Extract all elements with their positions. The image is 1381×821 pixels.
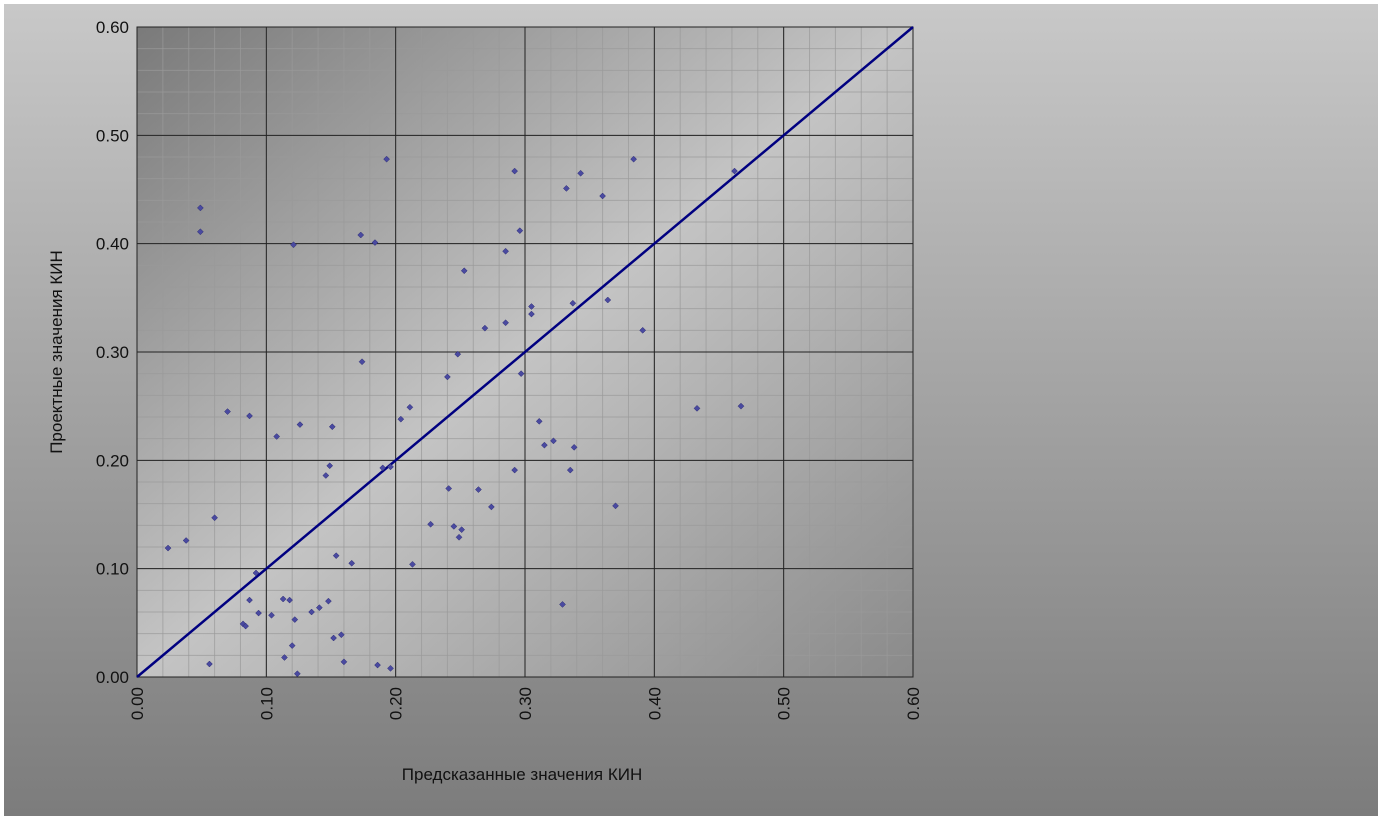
point — [460, 267, 468, 275]
point — [357, 231, 365, 239]
point — [337, 631, 345, 639]
point — [330, 634, 337, 642]
point — [511, 466, 519, 474]
point — [379, 464, 387, 472]
point — [639, 326, 647, 334]
y-tick-label: 0.00 — [96, 668, 129, 687]
point — [541, 441, 548, 449]
point — [326, 462, 334, 470]
point — [535, 417, 543, 425]
point — [737, 402, 745, 410]
point — [397, 415, 405, 423]
point — [550, 437, 557, 445]
point — [427, 520, 434, 528]
point — [570, 443, 578, 451]
point — [454, 350, 462, 358]
point — [288, 642, 296, 649]
point — [286, 596, 293, 604]
point — [316, 604, 323, 612]
point — [528, 303, 535, 310]
point — [517, 370, 525, 378]
x-axis-title: Предсказанные значения КИН — [402, 765, 642, 784]
point — [211, 514, 218, 522]
x-tick-label: 0.40 — [645, 687, 664, 720]
y-tick-label: 0.20 — [96, 451, 129, 470]
y-tick-label: 0.10 — [96, 560, 129, 579]
point — [475, 486, 482, 493]
point — [281, 654, 288, 661]
x-tick-label: 0.20 — [387, 687, 406, 720]
point — [322, 472, 330, 479]
point — [294, 670, 301, 678]
point — [252, 569, 260, 577]
point — [481, 324, 489, 332]
point — [409, 560, 416, 568]
point — [374, 661, 381, 669]
reference-line — [136, 26, 914, 678]
x-tick-label: 0.00 — [128, 687, 147, 720]
point — [348, 559, 356, 567]
y-axis-title: Проектные значения КИН — [47, 250, 66, 454]
point — [268, 611, 275, 619]
point — [458, 526, 465, 534]
point — [358, 358, 366, 366]
point — [488, 503, 495, 511]
point — [279, 595, 287, 603]
point — [291, 616, 299, 623]
point — [332, 552, 340, 560]
x-tick-label: 0.30 — [516, 687, 535, 720]
point — [164, 544, 172, 552]
point — [516, 227, 524, 235]
y-tick-label: 0.30 — [96, 343, 129, 362]
point — [308, 608, 315, 616]
point — [255, 609, 262, 617]
point — [612, 502, 619, 510]
point — [371, 239, 379, 246]
point — [455, 533, 463, 541]
point — [566, 466, 574, 474]
point — [246, 412, 253, 420]
point — [383, 155, 390, 163]
point — [290, 241, 297, 249]
y-tick-label: 0.40 — [96, 235, 129, 254]
point — [569, 299, 577, 307]
point — [559, 601, 566, 608]
point — [502, 319, 509, 327]
point — [206, 660, 213, 668]
point — [693, 404, 701, 412]
point — [511, 167, 519, 175]
point — [406, 403, 414, 411]
point — [387, 463, 394, 471]
point — [197, 228, 204, 236]
point — [604, 296, 612, 304]
point — [502, 247, 509, 255]
point — [340, 658, 348, 666]
point — [563, 185, 570, 192]
y-tick-label: 0.50 — [96, 126, 129, 145]
point — [242, 622, 249, 630]
point — [731, 167, 738, 175]
point — [577, 169, 584, 177]
point — [528, 310, 535, 318]
plot-border — [136, 26, 914, 678]
point — [387, 664, 394, 672]
point — [450, 523, 458, 530]
point — [273, 433, 281, 440]
point — [325, 597, 332, 605]
point — [328, 423, 336, 431]
point — [444, 373, 451, 381]
x-tick-label: 0.10 — [257, 687, 276, 720]
x-tick-label: 0.50 — [775, 687, 794, 720]
point — [182, 537, 190, 544]
point — [224, 408, 231, 415]
point — [630, 155, 637, 163]
point — [197, 204, 204, 212]
point — [445, 485, 453, 492]
point — [296, 421, 304, 428]
x-tick-label: 0.60 — [904, 687, 923, 720]
y-tick-label: 0.60 — [96, 18, 129, 37]
point — [599, 192, 606, 200]
point — [246, 596, 253, 604]
